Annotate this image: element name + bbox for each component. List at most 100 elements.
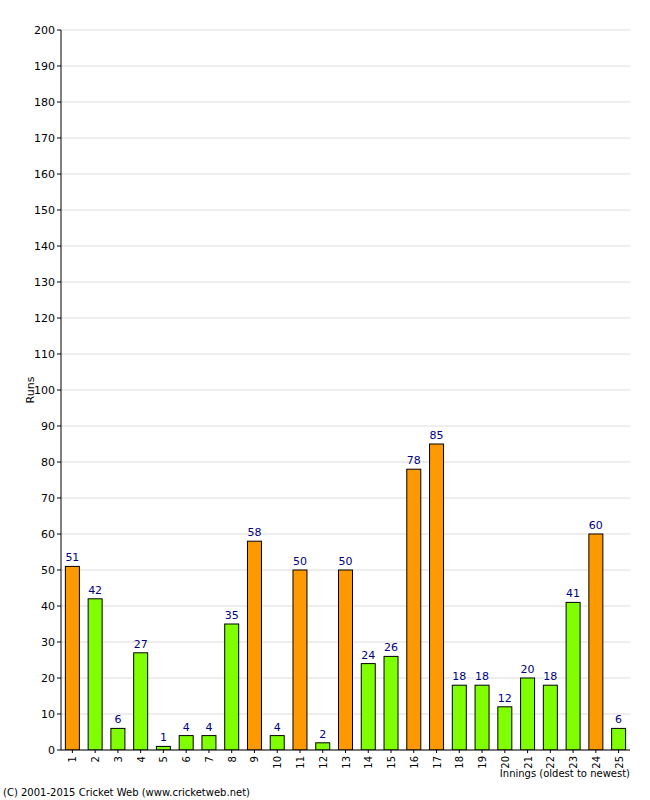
grid-line [61, 66, 630, 67]
x-tick-label: 22 [545, 756, 556, 769]
x-tick-label: 17 [432, 756, 443, 769]
y-tick-label: 70 [41, 492, 55, 505]
x-tick-label: 12 [318, 756, 329, 769]
grid-line [61, 102, 630, 103]
x-tick-label: 25 [614, 756, 625, 769]
bar [430, 444, 444, 750]
bar [270, 736, 284, 750]
x-tick [277, 750, 278, 753]
y-tick-label: 40 [41, 600, 55, 613]
x-tick [482, 750, 483, 753]
bar [225, 624, 239, 750]
data-label: 2 [319, 728, 326, 741]
x-tick-label: 19 [477, 756, 488, 769]
x-axis-label: Innings (oldest to newest) [500, 768, 630, 779]
bar [134, 653, 148, 750]
grid-line [61, 390, 630, 391]
y-tick-label: 110 [34, 348, 55, 361]
x-tick-label: 16 [409, 756, 420, 769]
bar [316, 743, 330, 750]
y-tick-label: 80 [41, 456, 55, 469]
data-label: 4 [274, 721, 281, 734]
x-tick [436, 750, 437, 753]
bar [475, 685, 489, 750]
bar [452, 685, 466, 750]
y-tick [57, 102, 61, 103]
bar [247, 541, 261, 750]
y-tick-label: 150 [34, 204, 55, 217]
y-tick [57, 534, 61, 535]
bar [202, 736, 216, 750]
grid-line [61, 282, 630, 283]
y-tick-label: 120 [34, 312, 55, 325]
data-label: 6 [615, 713, 622, 726]
x-tick [72, 750, 73, 753]
x-tick [299, 750, 300, 753]
x-tick-label: 20 [500, 756, 511, 769]
bar [111, 728, 125, 750]
y-tick [57, 390, 61, 391]
y-tick [57, 642, 61, 643]
x-tick [527, 750, 528, 753]
x-tick-label: 21 [523, 756, 534, 769]
x-tick [595, 750, 596, 753]
x-tick [504, 750, 505, 753]
bar [88, 599, 102, 750]
y-tick-label: 200 [34, 24, 55, 37]
data-label: 6 [114, 713, 121, 726]
grid-line [61, 246, 630, 247]
data-label: 85 [430, 429, 444, 442]
y-tick [57, 282, 61, 283]
x-tick [117, 750, 118, 753]
data-label: 41 [566, 587, 580, 600]
x-tick-label: 4 [136, 756, 147, 762]
grid-line [61, 210, 630, 211]
data-label: 1 [160, 731, 167, 744]
bar [384, 656, 398, 750]
x-tick [186, 750, 187, 753]
x-tick-label: 10 [272, 756, 283, 769]
y-tick [57, 210, 61, 211]
x-tick-label: 15 [386, 756, 397, 769]
grid-line [61, 426, 630, 427]
data-label: 4 [183, 721, 190, 734]
y-tick-label: 10 [41, 708, 55, 721]
y-tick-label: 190 [34, 60, 55, 73]
y-tick-label: 140 [34, 240, 55, 253]
y-tick [57, 174, 61, 175]
grid-line [61, 462, 630, 463]
grid-line [61, 498, 630, 499]
y-tick-label: 100 [34, 384, 55, 397]
y-tick-label: 20 [41, 672, 55, 685]
y-tick [57, 570, 61, 571]
x-tick [95, 750, 96, 753]
x-tick-label: 2 [90, 756, 101, 762]
x-tick [231, 750, 232, 753]
x-tick [345, 750, 346, 753]
footer: (C) 2001-2015 Cricket Web (www.cricketwe… [3, 787, 250, 798]
data-label: 78 [407, 454, 421, 467]
y-axis-label: Runs [24, 376, 37, 403]
data-label: 26 [384, 641, 398, 654]
background [0, 0, 650, 800]
y-tick [57, 714, 61, 715]
x-tick [322, 750, 323, 753]
y-tick [57, 354, 61, 355]
x-tick-label: 18 [454, 756, 465, 769]
bar [612, 728, 626, 750]
bars [65, 444, 625, 750]
y-tick [57, 66, 61, 67]
bar [407, 469, 421, 750]
grid-line [61, 354, 630, 355]
grid-line [61, 30, 630, 31]
y-axis [61, 30, 62, 750]
x-tick-label: 14 [363, 756, 374, 769]
bar [361, 664, 375, 750]
x-tick [618, 750, 619, 753]
x-tick [368, 750, 369, 753]
data-label: 50 [339, 555, 353, 568]
data-label: 35 [225, 609, 239, 622]
x-tick-label: 3 [113, 756, 124, 762]
y-tick [57, 750, 61, 751]
data-label: 60 [589, 519, 603, 532]
